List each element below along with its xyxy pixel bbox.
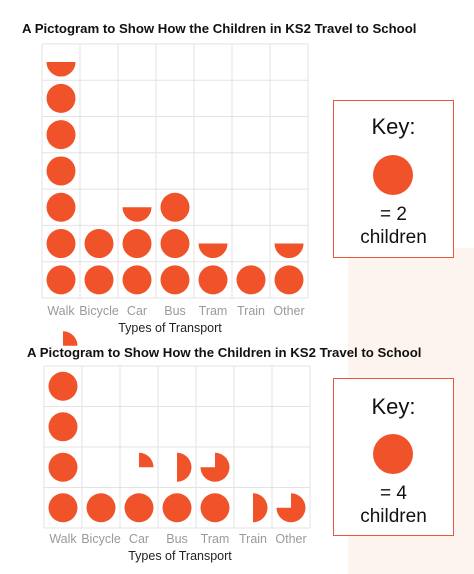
- category-label-train: Train: [236, 304, 266, 318]
- key-title: Key:: [371, 114, 416, 139]
- category-label-car: Car: [126, 304, 148, 318]
- symbol-circle: [160, 265, 190, 295]
- symbol-partial: [46, 62, 76, 77]
- symbol-circle: [160, 192, 190, 222]
- category-label-bicycle: Bicycle: [81, 532, 121, 546]
- chart-title: A Pictogram to Show How the Children in …: [22, 21, 417, 36]
- symbol-partial: [122, 207, 152, 222]
- symbol-partial: [198, 243, 228, 259]
- category-label-bus: Bus: [164, 304, 186, 318]
- category-label-bus: Bus: [166, 532, 188, 546]
- key-unit: children: [360, 227, 427, 248]
- symbol-circle: [122, 265, 152, 295]
- symbol-circle: [160, 229, 190, 259]
- key-circle-icon: [373, 155, 413, 195]
- symbol-partial: [274, 243, 304, 259]
- x-axis-label: Types of Transport: [118, 321, 222, 335]
- key-value: = 2: [380, 204, 407, 225]
- key-unit: children: [360, 506, 427, 527]
- symbol-circle: [46, 156, 76, 186]
- symbol-circle: [274, 265, 304, 295]
- category-label-walk: Walk: [47, 304, 75, 318]
- symbol-circle: [46, 265, 76, 295]
- category-label-other: Other: [273, 304, 305, 318]
- category-label-bicycle: Bicycle: [79, 304, 119, 318]
- category-label-train: Train: [238, 532, 268, 546]
- key-title: Key:: [371, 394, 416, 419]
- key-value: = 4: [380, 483, 407, 504]
- category-label-tram: Tram: [198, 304, 228, 318]
- symbol-circle: [84, 229, 114, 259]
- key-box: Key: = 2 children: [333, 100, 454, 258]
- category-label-walk: Walk: [49, 532, 77, 546]
- symbol-circle: [122, 229, 152, 259]
- symbol-circle: [46, 120, 76, 150]
- key-box: Key: = 4 children: [333, 378, 454, 536]
- symbol-circle: [46, 83, 76, 113]
- symbol-circle: [84, 265, 114, 295]
- symbol-circle: [198, 265, 228, 295]
- x-axis-label: Types of Transport: [128, 549, 232, 563]
- key-circle-icon: [373, 434, 413, 474]
- symbol-circle: [236, 265, 266, 295]
- chart-title: A Pictogram to Show How the Children in …: [27, 345, 422, 360]
- category-label-car: Car: [128, 532, 150, 546]
- category-label-other: Other: [275, 532, 307, 546]
- symbol-circle: [46, 192, 76, 222]
- symbol-circle: [46, 229, 76, 259]
- category-label-tram: Tram: [200, 532, 230, 546]
